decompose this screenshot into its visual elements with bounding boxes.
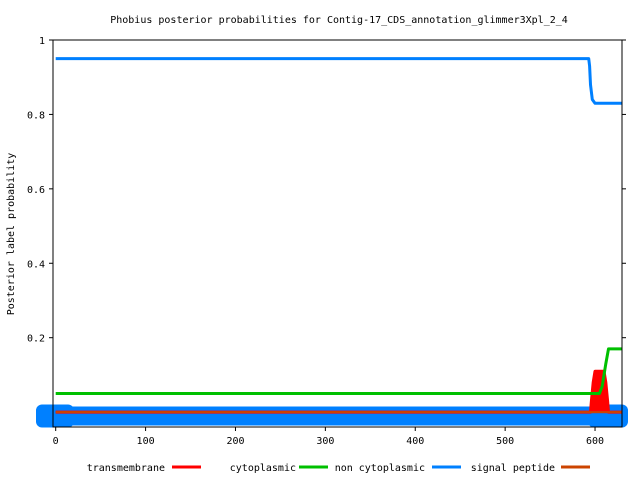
y-axis-label: Posterior label probability [6,153,17,316]
series-cytoplasmic-line [55,347,622,395]
plot-area-frame [52,39,623,428]
signal-band-layer [36,404,628,428]
x-tick-label: 100 [137,436,155,447]
legend-label-transmembrane: transmembrane [87,463,165,474]
axis-ticks: 0.2 0.4 0.6 0.8 1 0 100 200 300 400 500 600 [27,36,626,447]
x-tick-label: 500 [496,436,514,447]
y-tick-label: 1 [39,36,45,47]
signal-band [36,406,628,426]
y-tick-label: 0.6 [27,185,45,196]
series-transmembrane-area [55,370,622,414]
legend-label-non-cytoplasmic: non cytoplasmic [335,463,425,474]
signal-band-cap-left [36,404,74,428]
series-layer [55,57,622,414]
x-tick-label: 0 [53,436,59,447]
y-tick-label: 0.8 [27,110,45,121]
series-transmembrane-line [55,369,622,414]
chart-title: Phobius posterior probabilities for Cont… [110,15,568,26]
x-tick-label: 600 [586,436,604,447]
legend-label-cytoplasmic: cytoplasmic [230,463,296,474]
x-tick-label: 300 [316,436,334,447]
x-tick-label: 400 [406,436,424,447]
y-tick-label: 0.2 [27,334,45,345]
x-tick-label: 200 [226,436,244,447]
y-tick-label: 0.4 [27,259,45,270]
legend: transmembrane cytoplasmic non cytoplasmic s… [87,463,590,474]
series-non-cytoplasmic-line [55,57,622,105]
legend-label-signal-peptide: signal peptide [471,463,555,474]
